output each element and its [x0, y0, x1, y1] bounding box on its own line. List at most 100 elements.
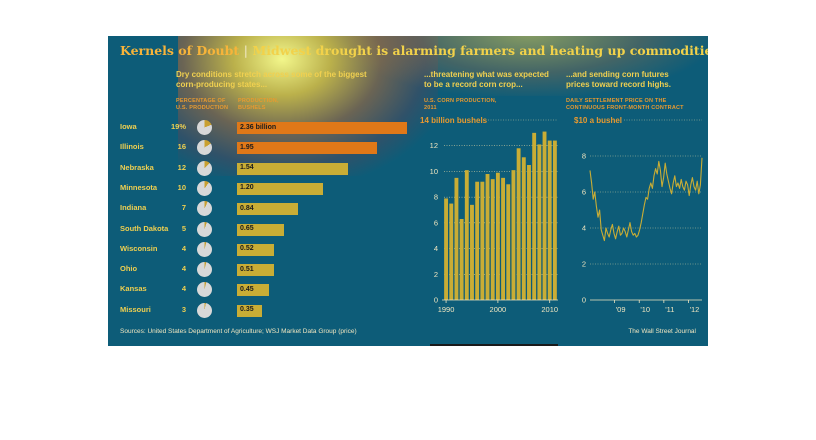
settlement-header-line1: DAILY SETTLEMENT PRICE ON THE [566, 98, 667, 104]
state-production-label: 2.36 billion [240, 123, 277, 131]
state-percent: 7 [181, 203, 186, 213]
state-name: Missouri [120, 304, 151, 314]
price-ytick-label: 0 [582, 296, 586, 305]
state-share-pie [197, 201, 212, 217]
futures-subtitle-line1: ...and sending corn futures [566, 70, 669, 79]
futures-subtitle: ...and sending corn futures prices towar… [566, 70, 706, 90]
production-bar [470, 204, 474, 300]
state-share-pie [197, 302, 212, 318]
state-production-label: 0.45 [240, 285, 254, 293]
us-production-header-line2: 2011 [424, 104, 437, 111]
state-percent: 12 [177, 162, 186, 172]
production-subtitle: ...threatening what was expected to be a… [424, 70, 574, 90]
settlement-header-line2: CONTINUOUS FRONT-MONTH CONTRACT [566, 104, 684, 111]
production-ytick-label: 0 [434, 296, 438, 305]
production-bar [444, 198, 449, 300]
sources-note: Sources: United States Department of Agr… [120, 328, 357, 335]
state-name: Iowa [120, 122, 137, 131]
production-subtitle-line1: ...threatening what was expected [424, 70, 549, 79]
state-row: Missouri 3 0.35 [108, 302, 408, 318]
production-bar [547, 140, 552, 300]
production-bar [464, 170, 469, 300]
production-column-header: PRODUCTION, BUSHELS [238, 98, 279, 111]
state-production-label: 1.95 [240, 143, 254, 151]
state-share-pie [197, 262, 212, 278]
state-name: Indiana [120, 203, 147, 213]
production-bar [542, 131, 547, 300]
state-percent: 4 [181, 284, 186, 294]
state-production-bar: 1.95 [237, 142, 378, 155]
production-bar [490, 179, 495, 300]
production-ytick-label: 8 [434, 193, 438, 202]
state-name: Ohio [120, 264, 138, 274]
state-row: Illinois 16 1.95 [108, 140, 408, 156]
state-name: Minnesota [120, 182, 158, 192]
price-ytick-label: 4 [582, 224, 586, 233]
state-row: Indiana 7 0.84 [108, 201, 408, 217]
production-bar [501, 177, 506, 300]
us-production-header-line1: U.S. CORN PRODUCTION, [424, 98, 497, 104]
state-name: Kansas [120, 284, 147, 294]
price-xtick-label: '09 [616, 305, 626, 314]
state-production-bar: 0.35 [237, 304, 263, 317]
state-production-bar: 0.65 [237, 223, 284, 236]
production-ytick-label: 12 [430, 141, 438, 150]
state-production-label: 0.52 [240, 245, 254, 253]
state-row: Iowa 19% 2.36 billion [108, 120, 408, 135]
price-xtick-label: '12 [690, 305, 700, 314]
production-bar [459, 219, 464, 300]
state-production-bar: 0.51 [237, 264, 274, 277]
state-name: Wisconsin [120, 243, 158, 253]
states-subtitle: Dry conditions stretch across some of th… [176, 70, 386, 90]
settlement-price-header: DAILY SETTLEMENT PRICE ON THE CONTINUOUS… [566, 98, 684, 111]
infographic-panel: Kernels of Doubt | Midwest drought is al… [108, 36, 708, 346]
state-percent: 4 [181, 264, 186, 274]
pct-header-line1: PERCENTAGE OF [176, 98, 226, 104]
state-percent: 16 [177, 142, 186, 152]
state-row: South Dakota 5 0.65 [108, 221, 408, 237]
state-production-label: 0.35 [240, 306, 254, 314]
state-percent: 4 [181, 243, 186, 253]
production-bar [511, 170, 516, 300]
state-production-label: 1.54 [240, 164, 254, 172]
state-row: Minnesota 10 1.20 [108, 180, 408, 196]
production-bar [527, 165, 531, 300]
state-production-bar: 1.20 [237, 182, 324, 195]
production-bar [480, 181, 485, 300]
production-ytick-label: 2 [434, 270, 438, 279]
bottom-rule [430, 344, 558, 346]
state-production-bar: 0.84 [237, 203, 298, 216]
price-ytick-label: 6 [582, 188, 586, 197]
price-xtick-label: '11 [665, 305, 674, 314]
title-main: Kernels of Doubt [120, 43, 240, 58]
states-subtitle-line1: Dry conditions stretch across some of th… [176, 70, 367, 79]
price-unit-label: $10 a bushel [574, 116, 622, 125]
production-header-line1: PRODUCTION, [238, 98, 279, 104]
state-row: Wisconsin 4 0.52 [108, 241, 408, 257]
state-percent: 10 [177, 182, 186, 192]
production-unit-label: 14 billion bushels [420, 116, 488, 125]
production-bar [552, 140, 557, 300]
state-production-bar: 0.52 [237, 243, 275, 256]
us-corn-production-chart: 14 billion bushels 0 2 4 6 8 10 12 1990 2000 2010 [420, 116, 558, 314]
state-share-pie [197, 221, 212, 237]
production-ytick-label: 4 [434, 244, 438, 253]
state-name: South Dakota [120, 223, 169, 233]
state-name: Illinois [120, 142, 144, 152]
state-production-label: 0.51 [240, 265, 254, 273]
state-share-pie [197, 241, 212, 257]
production-bar [537, 144, 542, 300]
price-ytick-label: 2 [582, 260, 586, 269]
production-bar [516, 148, 521, 300]
state-production-label: 0.84 [240, 204, 254, 212]
production-xtick-label: 1990 [438, 305, 455, 314]
state-share-pie [197, 282, 212, 298]
state-production-bar: 1.54 [237, 162, 348, 175]
production-bar [485, 174, 490, 300]
production-ytick-label: 6 [434, 218, 438, 227]
state-percent: 5 [181, 223, 186, 233]
state-share-pie [197, 140, 212, 156]
states-subtitle-line2: corn-producing states... [176, 80, 268, 89]
production-bar [495, 172, 500, 300]
production-xtick-label: 2000 [490, 305, 507, 314]
